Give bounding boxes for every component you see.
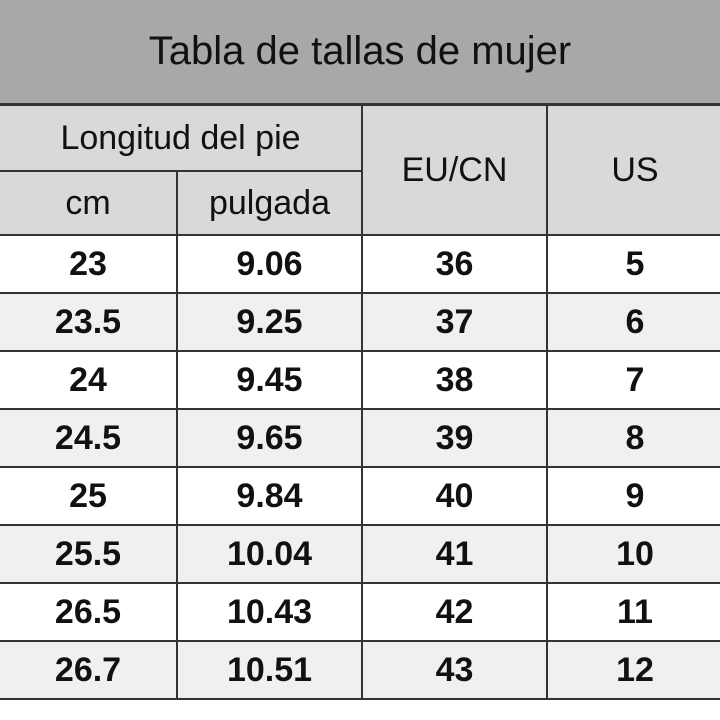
cell-cm: 23.5: [0, 292, 178, 352]
cell-cm: 26.5: [0, 582, 178, 642]
cell-us: 10: [546, 524, 720, 584]
table-row: 23 9.06 36 5: [0, 234, 720, 294]
table-row: 26.5 10.43 42 11: [0, 582, 720, 642]
table-row: 23.5 9.25 37 6: [0, 292, 720, 352]
header-foot-length: Longitud del pie: [0, 104, 363, 172]
cell-inch: 10.51: [176, 640, 363, 700]
table-row: 24 9.45 38 7: [0, 350, 720, 410]
cell-inch: 9.65: [176, 408, 363, 468]
size-table: Longitud del pie EU/CN US cm pulgada 23 9…: [0, 104, 720, 700]
cell-inch: 9.25: [176, 292, 363, 352]
cell-us: 5: [546, 234, 720, 294]
table-title: Tabla de tallas de mujer: [0, 0, 720, 105]
cell-eu-cn: 40: [361, 466, 548, 526]
cell-cm: 24: [0, 350, 178, 410]
cell-us: 12: [546, 640, 720, 700]
cell-inch: 10.04: [176, 524, 363, 584]
cell-us: 6: [546, 292, 720, 352]
cell-eu-cn: 36: [361, 234, 548, 294]
cell-eu-cn: 39: [361, 408, 548, 468]
cell-inch: 9.84: [176, 466, 363, 526]
cell-inch: 9.45: [176, 350, 363, 410]
cell-eu-cn: 43: [361, 640, 548, 700]
table-row: 26.7 10.51 43 12: [0, 640, 720, 700]
cell-eu-cn: 42: [361, 582, 548, 642]
table-row: 25.5 10.04 41 10: [0, 524, 720, 584]
cell-us: 11: [546, 582, 720, 642]
header-us: US: [546, 104, 720, 236]
cell-inch: 10.43: [176, 582, 363, 642]
cell-eu-cn: 38: [361, 350, 548, 410]
cell-cm: 26.7: [0, 640, 178, 700]
cell-us: 9: [546, 466, 720, 526]
cell-eu-cn: 37: [361, 292, 548, 352]
cell-cm: 25: [0, 466, 178, 526]
cell-cm: 24.5: [0, 408, 178, 468]
cell-eu-cn: 41: [361, 524, 548, 584]
cell-cm: 25.5: [0, 524, 178, 584]
header-cm: cm: [0, 170, 178, 236]
table-row: 25 9.84 40 9: [0, 466, 720, 526]
cell-inch: 9.06: [176, 234, 363, 294]
header-eu-cn: EU/CN: [361, 104, 548, 236]
cell-us: 8: [546, 408, 720, 468]
table-row: 24.5 9.65 39 8: [0, 408, 720, 468]
cell-cm: 23: [0, 234, 178, 294]
cell-us: 7: [546, 350, 720, 410]
header-inch: pulgada: [176, 170, 363, 236]
